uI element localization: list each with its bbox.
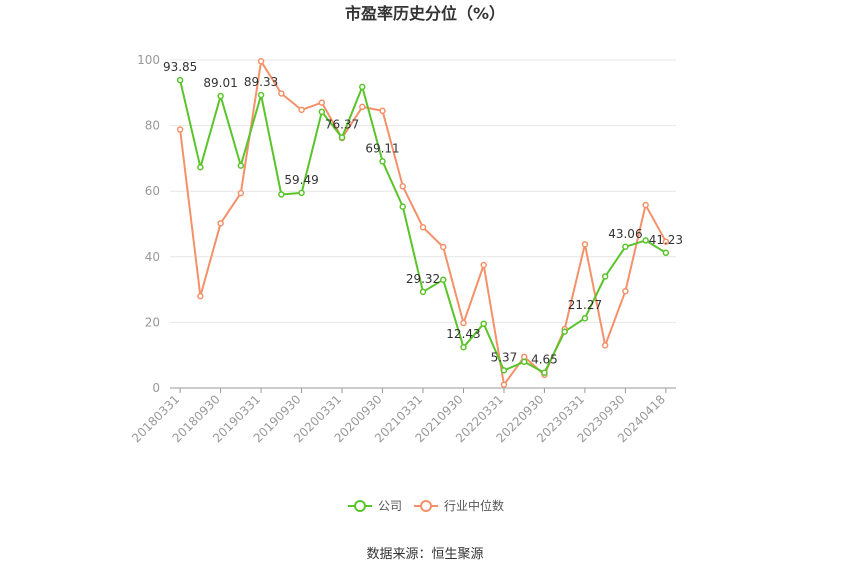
legend-swatch-marker <box>420 500 432 512</box>
chart-title: 市盈率历史分位（%） <box>345 4 505 23</box>
data-point <box>257 58 265 65</box>
data-point <box>379 107 386 115</box>
data-point <box>318 99 326 106</box>
data-point <box>318 108 326 116</box>
data-point <box>662 238 670 245</box>
data-point <box>399 183 407 190</box>
data-point <box>217 220 224 227</box>
data-point <box>460 319 467 327</box>
y-axis: 0 20 40 60 80 100 <box>137 53 160 395</box>
legend-label: 公司 <box>378 499 402 513</box>
data-point <box>642 237 649 244</box>
data-point <box>581 314 589 322</box>
legend[interactable]: 公司 行业中位数 <box>348 498 504 513</box>
series-line <box>179 60 667 386</box>
legend-label: 行业中位数 <box>444 498 504 513</box>
data-label: 21.27 <box>568 298 602 312</box>
data-point <box>500 381 508 388</box>
data-point <box>278 90 285 97</box>
data-point <box>197 164 204 171</box>
data-label: 59.49 <box>284 173 318 187</box>
data-point <box>480 320 487 327</box>
data-point <box>237 189 245 197</box>
data-point <box>237 162 245 169</box>
data-point <box>419 224 427 231</box>
source-note: 数据来源：恒生聚源 <box>366 547 483 562</box>
data-point <box>439 243 447 251</box>
data-point <box>399 203 407 210</box>
data-point <box>480 261 487 269</box>
y-tick-label: 40 <box>145 250 160 264</box>
y-tick-label: 20 <box>145 315 160 329</box>
data-point <box>359 103 366 111</box>
data-label: 5.37 <box>491 350 518 364</box>
legend-swatch-marker <box>354 500 366 512</box>
plot-series <box>176 58 670 388</box>
data-point <box>662 249 670 257</box>
data-label: 43.06 <box>608 227 642 241</box>
data-point <box>460 343 467 351</box>
data-point <box>601 342 609 349</box>
data-point <box>541 369 548 376</box>
data-point <box>419 288 427 296</box>
data-point <box>439 276 447 284</box>
data-point <box>601 273 609 280</box>
data-point <box>359 83 366 91</box>
y-tick-label: 60 <box>145 184 160 198</box>
data-label: 69.11 <box>365 141 399 155</box>
data-point <box>298 189 305 197</box>
data-point <box>622 243 629 251</box>
data-point <box>338 134 346 141</box>
data-label: 76.37 <box>325 118 359 132</box>
data-label: 89.01 <box>203 76 237 90</box>
data-point <box>298 106 305 114</box>
data-label: 12.43 <box>446 327 480 341</box>
data-point <box>581 241 589 248</box>
y-tick-label: 80 <box>145 119 160 133</box>
data-label: 89.33 <box>244 75 278 89</box>
data-point <box>500 367 508 374</box>
data-labels: 93.85 89.01 89.33 59.49 76.37 69.11 29.32 12.43… <box>163 60 683 367</box>
data-point <box>257 91 265 99</box>
data-label: 93.85 <box>163 60 197 74</box>
y-tick-label: 100 <box>137 53 160 67</box>
x-axis: 2018033120180930201903312019093020200331… <box>129 387 676 445</box>
data-point <box>622 287 629 295</box>
data-point <box>176 76 184 84</box>
data-point <box>217 92 224 100</box>
data-point <box>379 158 386 165</box>
data-point <box>642 201 649 209</box>
data-label: 4.65 <box>531 353 558 367</box>
data-label: 29.32 <box>406 272 440 286</box>
data-point <box>278 191 285 198</box>
data-label: 41.23 <box>649 233 683 247</box>
y-tick-label: 0 <box>152 381 160 395</box>
gridlines <box>170 59 676 323</box>
data-point <box>561 328 568 335</box>
data-point <box>176 126 184 133</box>
data-point <box>520 358 528 366</box>
data-point <box>197 292 204 300</box>
